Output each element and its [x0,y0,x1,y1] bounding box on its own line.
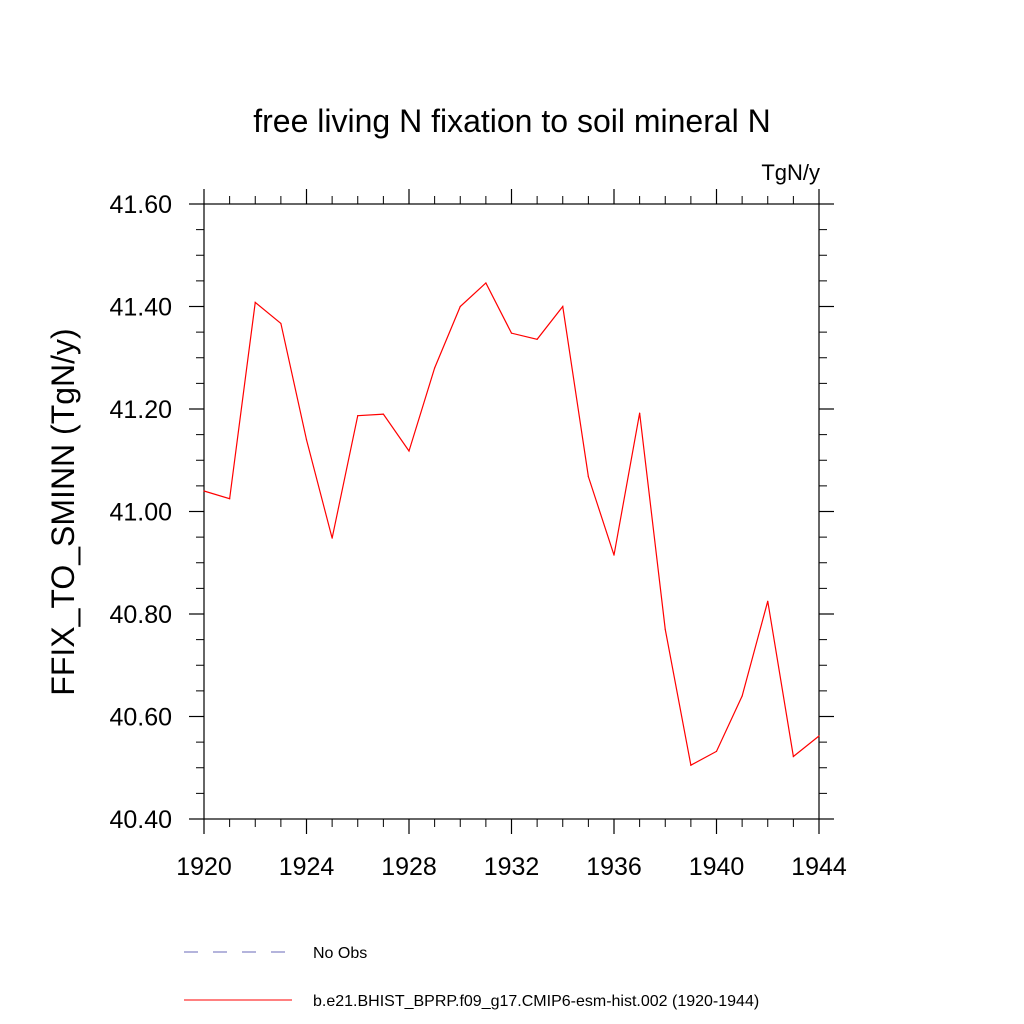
y-axis-label: FFIX_TO_SMINN (TgN/y) [45,328,81,695]
data-point [639,412,641,414]
x-tick-label: 1924 [279,853,335,881]
data-point [792,755,794,758]
data-point [459,305,461,308]
data-point [485,282,487,284]
series-line [203,281,820,767]
data-point [715,750,718,752]
legend: No Obs b.e21.BHIST_BPRP.f09_g17.CMIP6-es… [184,945,759,1010]
y-tick-label: 40.80 [109,601,172,629]
data-point [305,439,308,441]
y-tick-label: 41.60 [109,191,172,219]
data-point [587,476,589,478]
data-point [510,332,513,334]
data-point [613,554,615,556]
data-point [536,338,538,340]
data-point [664,628,666,630]
x-tick-label: 1932 [484,853,540,881]
x-tick-label: 1936 [586,853,642,881]
data-point [254,301,256,303]
x-tick-label: 1928 [381,853,437,881]
x-tick-label: 1940 [689,853,745,881]
data-point [280,322,282,325]
y-tick-label: 40.60 [109,704,172,732]
data-point [357,415,359,417]
data-point [767,600,769,602]
data-point [818,735,820,737]
y-tick-label: 41.00 [109,499,172,527]
x-tick-label: 1920 [176,853,232,881]
x-tick-labels: 1920 1924 1928 1932 1936 1940 1944 [176,853,847,881]
data-point [382,413,384,415]
data-point [741,695,743,697]
data-point [690,764,692,766]
data-point [229,498,231,500]
data-point [434,367,436,369]
legend-label-no-obs: No Obs [313,945,367,962]
series-layer [203,281,820,767]
data-point [331,537,333,539]
legend-label-model-run: b.e21.BHIST_BPRP.f09_g17.CMIP6-esm-hist.… [313,993,759,1010]
y-tick-label: 41.40 [109,294,172,322]
units-label: TgN/y [761,160,820,185]
y-tick-labels: 40.40 40.60 40.80 41.00 41.20 41.40 41.60 [109,191,172,834]
data-point [203,490,205,492]
data-point [408,450,410,452]
data-point [562,305,564,308]
minor-ticks [196,196,827,827]
plot-frame [203,203,820,820]
y-tick-label: 40.40 [109,806,172,834]
y-tick-label: 41.20 [109,396,172,424]
chart-title: free living N fixation to soil mineral N [253,103,771,139]
major-ticks [189,189,834,834]
x-tick-label: 1944 [791,853,847,881]
